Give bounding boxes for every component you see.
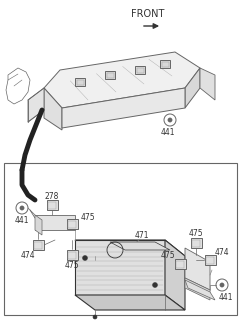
- Bar: [67, 250, 78, 260]
- Circle shape: [153, 283, 158, 287]
- Polygon shape: [185, 68, 200, 108]
- Circle shape: [220, 283, 224, 287]
- Circle shape: [168, 118, 172, 122]
- Bar: [135, 66, 145, 74]
- Text: FRONT: FRONT: [131, 9, 165, 19]
- Bar: [205, 255, 215, 265]
- Bar: [105, 71, 115, 79]
- Circle shape: [20, 206, 24, 210]
- Polygon shape: [200, 68, 215, 100]
- Polygon shape: [28, 88, 44, 122]
- Bar: [76, 79, 83, 84]
- Bar: [161, 61, 168, 67]
- Polygon shape: [35, 215, 75, 230]
- Bar: [68, 220, 76, 228]
- Bar: [192, 239, 200, 246]
- Text: 441: 441: [219, 292, 233, 301]
- Text: 441: 441: [161, 127, 175, 137]
- Bar: [67, 219, 78, 229]
- Bar: [48, 202, 56, 209]
- Bar: [160, 60, 170, 68]
- Polygon shape: [185, 248, 210, 290]
- Text: 475: 475: [65, 261, 79, 270]
- Text: 474: 474: [215, 247, 229, 257]
- Text: 475: 475: [161, 252, 175, 260]
- Bar: [107, 73, 114, 77]
- Bar: [34, 242, 42, 249]
- Polygon shape: [185, 278, 210, 300]
- Bar: [47, 200, 58, 210]
- Polygon shape: [44, 88, 62, 130]
- Text: 278: 278: [45, 191, 59, 201]
- Polygon shape: [110, 242, 170, 250]
- Bar: [75, 78, 85, 86]
- Circle shape: [82, 255, 87, 260]
- Bar: [4, 163, 237, 315]
- Polygon shape: [165, 240, 185, 310]
- Bar: [174, 259, 186, 269]
- Polygon shape: [75, 240, 185, 256]
- Polygon shape: [62, 88, 185, 128]
- Bar: [176, 260, 184, 268]
- Polygon shape: [75, 240, 165, 295]
- Text: 474: 474: [21, 251, 35, 260]
- Polygon shape: [185, 280, 215, 300]
- Polygon shape: [75, 295, 185, 310]
- Bar: [190, 238, 201, 248]
- Text: 441: 441: [15, 215, 29, 225]
- Polygon shape: [35, 215, 42, 235]
- Bar: [206, 257, 214, 263]
- Text: 475: 475: [189, 228, 203, 237]
- Text: 475: 475: [81, 212, 95, 221]
- Bar: [33, 240, 43, 250]
- Bar: [136, 68, 143, 73]
- Polygon shape: [44, 52, 200, 108]
- Text: 471: 471: [135, 230, 149, 239]
- Circle shape: [93, 315, 97, 319]
- Bar: [68, 252, 76, 259]
